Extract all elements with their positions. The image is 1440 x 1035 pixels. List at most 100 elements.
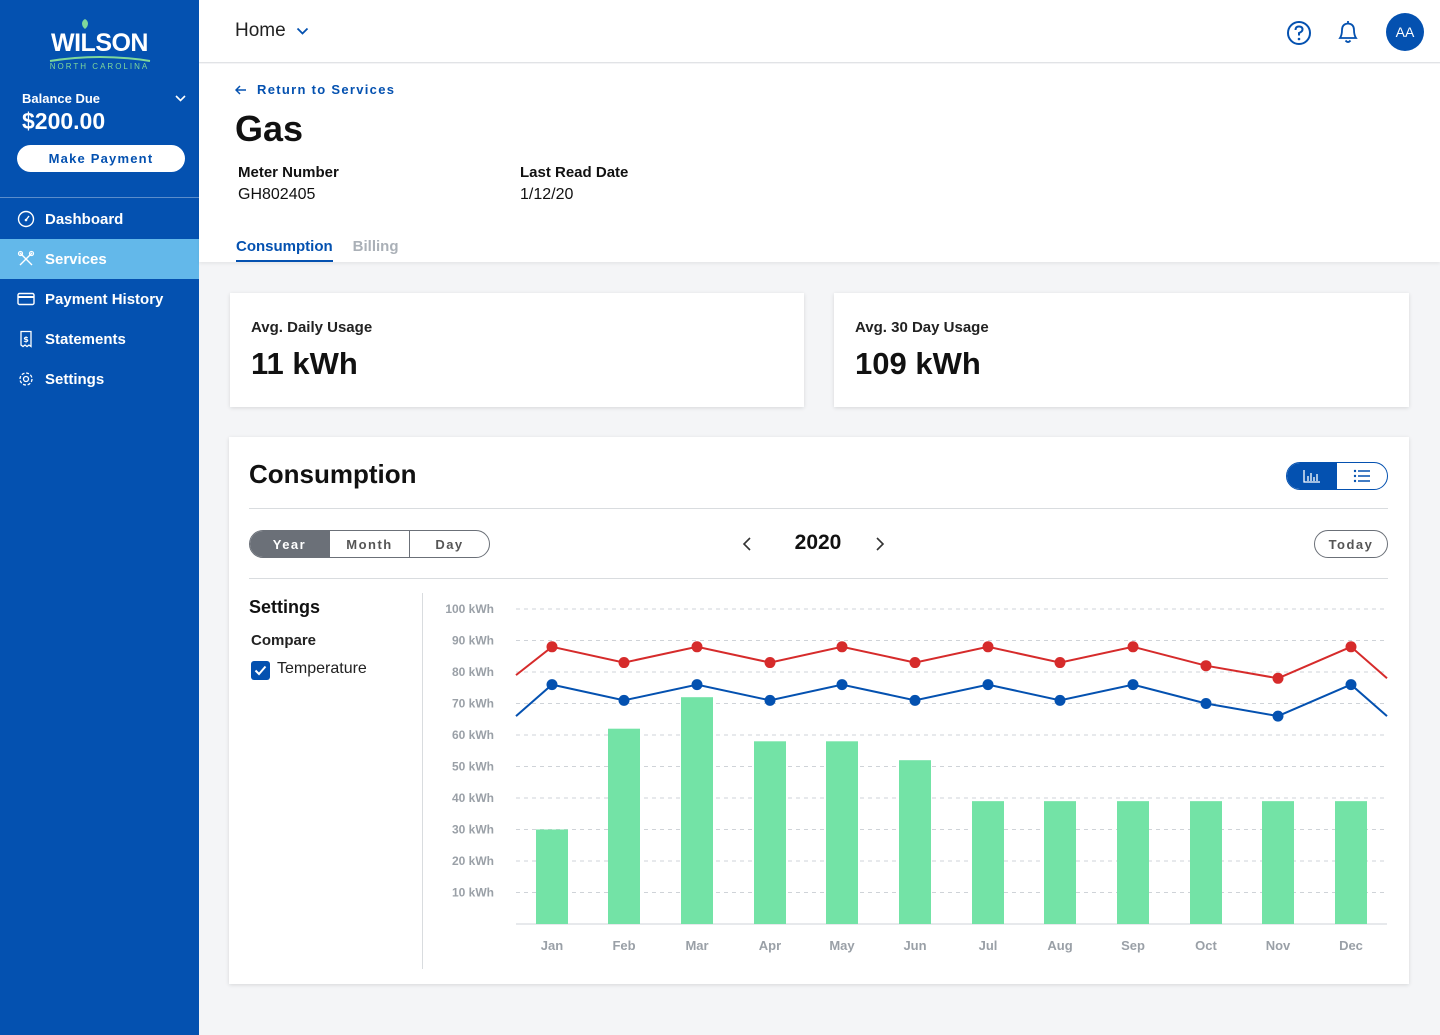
- credit-card-icon: [17, 290, 35, 308]
- logo-wordmark: WILSON: [51, 29, 149, 57]
- avg-daily-usage-card: Avg. Daily Usage 11 kWh: [230, 293, 804, 407]
- balance-amount: $200.00: [22, 108, 106, 134]
- bar-feb: [608, 728, 640, 924]
- chevron-left-icon[interactable]: [742, 536, 752, 552]
- meter-number: Meter Number GH802405: [238, 164, 339, 204]
- help-icon[interactable]: [1286, 20, 1312, 46]
- x-tick-label: Mar: [685, 938, 708, 953]
- x-tick-label: May: [829, 938, 855, 953]
- gauge-icon: [17, 210, 35, 228]
- point-blue-sep: [1127, 679, 1139, 691]
- avatar[interactable]: AA: [1386, 13, 1424, 51]
- period-day-button[interactable]: Day: [409, 531, 489, 557]
- return-link-label: Return to Services: [257, 82, 396, 97]
- y-tick-label: 90 kWh: [452, 634, 494, 648]
- sidebar-item-settings[interactable]: Settings: [0, 359, 199, 399]
- sidebar-divider: [0, 197, 199, 198]
- divider: [249, 578, 1388, 579]
- chart-view-button[interactable]: [1287, 463, 1337, 489]
- y-tick-label: 60 kWh: [452, 728, 494, 742]
- y-tick-label: 30 kWh: [452, 823, 494, 837]
- period-year-button[interactable]: Year: [250, 531, 329, 557]
- tab-consumption[interactable]: Consumption: [236, 238, 333, 262]
- x-tick-label: Aug: [1047, 938, 1072, 953]
- stat-label: Avg. Daily Usage: [251, 319, 373, 336]
- sidebar-item-dashboard[interactable]: Dashboard: [0, 199, 199, 239]
- y-tick-label: 80 kWh: [452, 665, 494, 679]
- leaf-icon: [82, 19, 88, 29]
- point-red-apr: [764, 657, 776, 669]
- sidebar-item-services[interactable]: Services: [0, 239, 199, 279]
- y-tick-label: 20 kWh: [452, 854, 494, 868]
- make-payment-button[interactable]: Make Payment: [17, 145, 185, 172]
- sidebar-nav: Dashboard Services Payment History $ Sta…: [0, 199, 199, 399]
- sidebar-item-payment-history[interactable]: Payment History: [0, 279, 199, 319]
- point-blue-apr: [764, 694, 776, 706]
- sidebar-item-statements[interactable]: $ Statements: [0, 319, 199, 359]
- temperature-checkbox[interactable]: [251, 661, 270, 680]
- consumption-chart: 10 kWh 20 kWh 30 kWh 40 kWh 50 kWh 60 kWh 70 k…: [445, 602, 1388, 953]
- point-blue-jan: [546, 679, 558, 691]
- today-button[interactable]: Today: [1314, 530, 1388, 558]
- bar-chart-icon: [1303, 470, 1320, 483]
- last-read-date: Last Read Date 1/12/20: [520, 164, 628, 204]
- home-label: Home: [235, 20, 286, 41]
- point-red-dec: [1345, 641, 1357, 653]
- receipt-icon: $: [17, 330, 35, 348]
- series-line-red: [515, 645, 1388, 680]
- bar-jan: [536, 829, 568, 924]
- point-blue-jul: [982, 679, 994, 691]
- x-tick-label: Feb: [612, 938, 635, 953]
- tools-icon: [17, 250, 35, 268]
- point-red-mar: [691, 641, 703, 653]
- service-tabs: Consumption Billing: [236, 238, 418, 262]
- consumption-panel: Consumption Year Month Day 2020 Today Se…: [229, 437, 1409, 984]
- sidebar-item-label: Dashboard: [45, 210, 124, 228]
- bell-icon[interactable]: [1336, 19, 1360, 45]
- chevron-down-icon: [296, 27, 308, 35]
- sidebar-item-label: Services: [45, 250, 107, 268]
- y-tick-label: 10 kWh: [452, 886, 494, 900]
- point-blue-jun: [909, 694, 921, 706]
- period-selector: Year Month Day: [249, 530, 490, 558]
- x-tick-label: Jan: [541, 938, 563, 953]
- stat-label: Avg. 30 Day Usage: [855, 319, 989, 336]
- chevron-right-icon[interactable]: [875, 536, 885, 552]
- point-red-nov: [1272, 672, 1284, 684]
- service-header: Return to Services Gas Meter Number GH80…: [199, 64, 1440, 262]
- compare-label: Compare: [251, 632, 317, 649]
- wilson-logo[interactable]: WILSON NORTH CAROLINA: [0, 18, 199, 71]
- meter-number-value: GH802405: [238, 186, 316, 203]
- bar-nov: [1262, 801, 1294, 924]
- bar-may: [826, 741, 858, 924]
- gear-icon: [17, 370, 35, 388]
- balance-label: Balance Due: [22, 91, 101, 106]
- bar-sep: [1117, 801, 1149, 924]
- point-red-aug: [1054, 657, 1066, 669]
- point-blue-may: [836, 679, 848, 691]
- point-blue-oct: [1200, 698, 1212, 709]
- point-red-jan: [546, 641, 558, 653]
- bar-jul: [972, 801, 1004, 924]
- bar-oct: [1190, 801, 1222, 924]
- x-tick-label: Jun: [903, 938, 926, 953]
- settings-title: Settings: [249, 597, 321, 617]
- top-bar: Home AA: [199, 0, 1440, 63]
- point-red-may: [836, 641, 848, 653]
- x-tick-label: Nov: [1266, 938, 1291, 953]
- sidebar-item-label: Payment History: [45, 290, 164, 308]
- meter-number-label: Meter Number: [238, 164, 339, 181]
- point-red-jul: [982, 641, 994, 653]
- return-to-services-link[interactable]: Return to Services: [235, 82, 395, 97]
- tab-billing[interactable]: Billing: [352, 238, 399, 255]
- list-view-button[interactable]: [1337, 463, 1387, 489]
- page-title: Gas: [235, 108, 304, 149]
- avg-30-day-usage-card: Avg. 30 Day Usage 109 kWh: [834, 293, 1409, 407]
- last-read-date-value: 1/12/20: [520, 186, 574, 203]
- series-line-blue: [515, 683, 1388, 718]
- point-red-oct: [1200, 660, 1212, 672]
- period-month-button[interactable]: Month: [329, 531, 409, 557]
- sidebar-item-label: Settings: [45, 370, 105, 388]
- chevron-down-icon[interactable]: [174, 92, 187, 105]
- home-dropdown[interactable]: Home: [235, 20, 309, 42]
